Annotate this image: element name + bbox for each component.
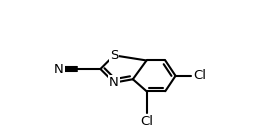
Text: Cl: Cl [140, 115, 153, 128]
Text: Cl: Cl [193, 69, 206, 82]
Text: N: N [109, 76, 119, 89]
Text: S: S [110, 49, 118, 62]
Text: N: N [54, 63, 63, 75]
